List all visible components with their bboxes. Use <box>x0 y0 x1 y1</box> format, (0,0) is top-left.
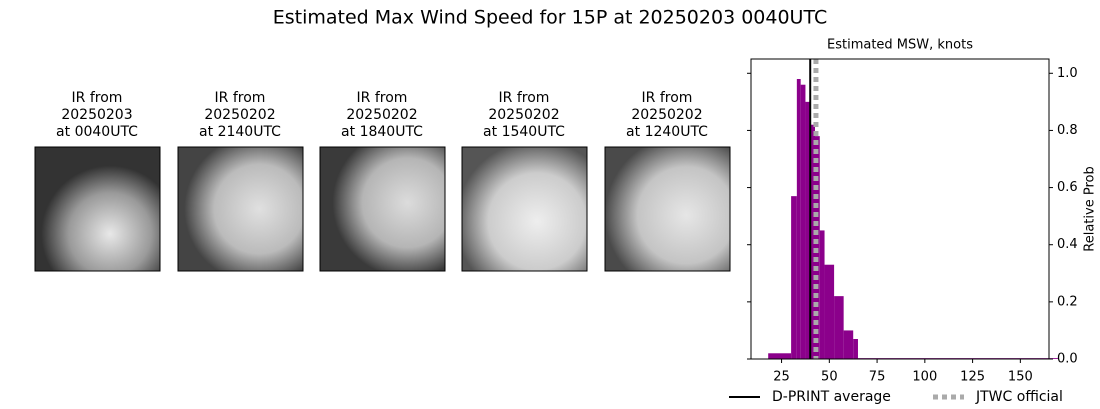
chart: 25 50 75 100 125 150 0.0 0.2 0.4 0.6 0.8 1.0 Estimat… <box>729 38 1098 405</box>
legend-label: D-PRINT average <box>772 389 891 405</box>
legend-label: JTWC official <box>975 389 1063 405</box>
y-tick-label: 0.2 <box>1057 294 1078 309</box>
panel-caption: 20250202 <box>346 107 417 123</box>
panel-caption: 20250203 <box>61 107 132 123</box>
bar <box>843 330 854 359</box>
y-tick-label: 0.0 <box>1057 352 1078 367</box>
bar <box>853 339 858 359</box>
bar <box>805 101 811 359</box>
ir-image <box>461 146 588 272</box>
x-tick-label: 75 <box>869 370 886 385</box>
x-tick-label: 50 <box>821 370 838 385</box>
x-tick-label: 125 <box>960 370 985 385</box>
chart-title: Estimated MSW, knots <box>827 38 973 53</box>
y-tick-label: 0.6 <box>1057 180 1078 195</box>
plot-frame <box>750 58 1050 360</box>
panel-caption: IR from <box>642 90 693 106</box>
x-tick-label: 150 <box>1008 370 1033 385</box>
y-tick-label: 0.8 <box>1057 123 1078 138</box>
bar <box>814 136 820 359</box>
bar <box>810 124 815 359</box>
panel-caption: IR from <box>357 90 408 106</box>
ir-image <box>34 146 161 272</box>
panel-caption: 20250202 <box>631 107 702 123</box>
bar <box>824 264 835 359</box>
panel-caption: at 1240UTC <box>626 124 708 140</box>
panel-caption: at 0040UTC <box>56 124 138 140</box>
panel-caption: IR from <box>499 90 550 106</box>
bar <box>834 296 844 359</box>
x-tick-label: 100 <box>912 370 937 385</box>
y2-axis-label: Relative Prob <box>1083 166 1098 251</box>
y-tick-label: 1.0 <box>1057 66 1078 81</box>
y-tick-label: 0.4 <box>1057 237 1078 252</box>
panel-caption: IR from <box>215 90 266 106</box>
panel-caption: at 1540UTC <box>483 124 565 140</box>
panel-caption: at 1840UTC <box>341 124 423 140</box>
ir-image <box>604 146 731 272</box>
bar <box>819 230 825 359</box>
x-tick-label: 25 <box>773 370 790 385</box>
bar <box>768 353 792 359</box>
ir-image <box>319 146 446 272</box>
panel-caption: 20250202 <box>488 107 559 123</box>
panel-caption: at 2140UTC <box>199 124 281 140</box>
ir-image <box>177 146 304 272</box>
panel-caption: 20250202 <box>204 107 275 123</box>
bar <box>800 84 806 359</box>
bar <box>791 196 797 359</box>
bar <box>796 79 801 359</box>
figure-title: Estimated Max Wind Speed for 15P at 2025… <box>273 7 827 29</box>
panel-caption: IR from <box>72 90 123 106</box>
